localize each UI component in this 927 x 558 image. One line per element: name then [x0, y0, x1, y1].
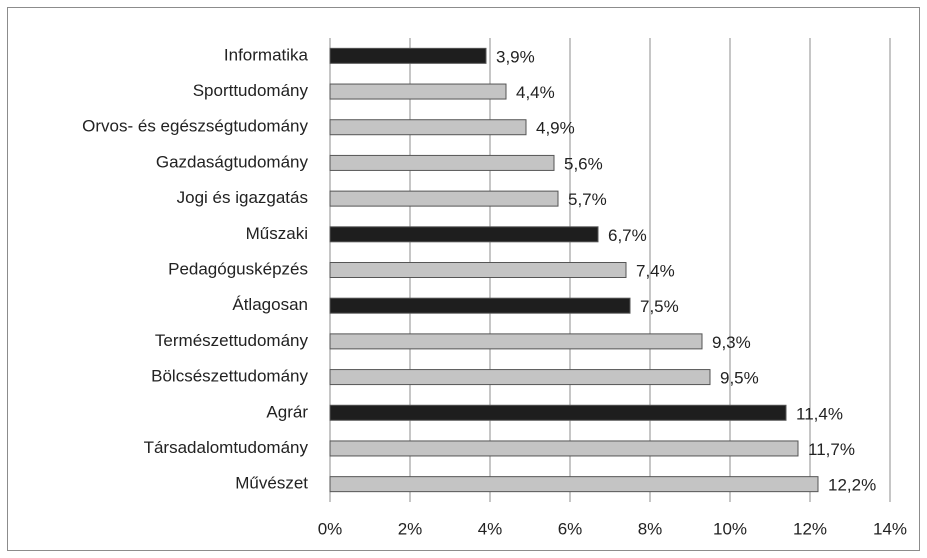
x-tick-label: 14%: [873, 519, 907, 538]
y-tick-label: Sporttudomány: [193, 81, 309, 100]
y-tick-label: Bölcsészettudomány: [151, 367, 308, 386]
bar: [329, 297, 631, 314]
value-label: 9,3%: [712, 333, 751, 352]
y-tick-label: Gazdaságtudomány: [156, 152, 309, 171]
y-tick-label: Agrár: [266, 402, 308, 421]
value-label: 6,7%: [608, 226, 647, 245]
y-tick-label: Átlagosan: [232, 295, 308, 314]
y-tick-label: Jogi és igazgatás: [177, 188, 308, 207]
value-label: 7,5%: [640, 297, 679, 316]
bar: [329, 440, 799, 457]
value-label: 9,5%: [720, 369, 759, 388]
bar: [329, 404, 787, 421]
value-label: 4,4%: [516, 83, 555, 102]
x-tick-label: 0%: [318, 519, 343, 538]
y-tick-label: Pedagógusképzés: [168, 259, 308, 278]
value-label: 5,6%: [564, 154, 603, 173]
y-tick-label: Műszaki: [246, 224, 308, 243]
bar: [329, 190, 559, 207]
bar: [329, 333, 703, 350]
y-tick-label: Művészet: [235, 474, 308, 493]
bar: [329, 226, 599, 243]
value-label: 7,4%: [636, 261, 675, 280]
value-label: 4,9%: [536, 119, 575, 138]
value-label: 11,4%: [796, 404, 843, 423]
value-label: 5,7%: [568, 190, 607, 209]
x-tick-label: 12%: [793, 519, 827, 538]
y-tick-label: Informatika: [224, 45, 309, 64]
y-tick-label: Természettudomány: [155, 331, 309, 350]
x-tick-label: 4%: [478, 519, 503, 538]
value-label: 12,2%: [828, 476, 876, 495]
x-tick-label: 2%: [398, 519, 423, 538]
bar: [329, 47, 487, 64]
bar: [329, 119, 527, 136]
x-tick-label: 8%: [638, 519, 663, 538]
bar: [329, 83, 507, 100]
x-tick-label: 10%: [713, 519, 747, 538]
bar: [329, 476, 819, 493]
bar: [329, 369, 711, 386]
y-tick-label: Orvos- és egészségtudomány: [82, 117, 308, 136]
y-tick-label: Társadalomtudomány: [144, 438, 309, 457]
value-label: 3,9%: [496, 47, 535, 66]
value-label: 11,7%: [808, 440, 855, 459]
bar: [329, 154, 555, 171]
bar: [329, 262, 627, 278]
x-tick-label: 6%: [558, 519, 583, 538]
